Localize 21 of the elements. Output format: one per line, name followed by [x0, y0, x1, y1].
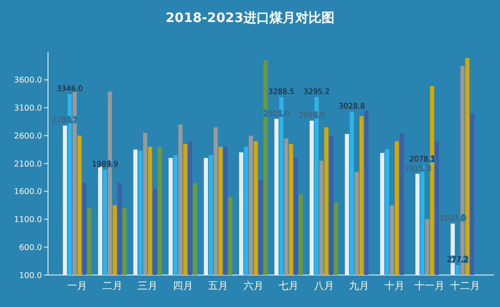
- x-tick-label: 三月: [138, 281, 158, 292]
- y-tick-label: 3600.0: [14, 76, 42, 85]
- y-tick-label: 1600.0: [14, 187, 42, 196]
- y-tick-label: 1100.0: [14, 215, 42, 224]
- x-tick-label: 八月: [314, 281, 334, 292]
- y-tick-label: 2600.0: [14, 131, 42, 140]
- y-tick-label: 600.0: [19, 242, 42, 252]
- x-tick-label: 一月: [67, 281, 88, 292]
- chart-title: 2018-2023进口煤月对比图: [166, 11, 334, 26]
- x-tick-label: 十二月: [450, 280, 480, 292]
- x-tick-label: 七月: [278, 280, 299, 292]
- x-tick-label: 二月: [102, 281, 122, 292]
- x-tick-label: 十月: [384, 280, 404, 292]
- y-tick-label: 2100.0: [14, 159, 42, 168]
- x-tick-label: 五月: [208, 281, 228, 292]
- x-tick-label: 十一月: [414, 280, 445, 292]
- x-tick-label: 四月: [172, 281, 193, 292]
- x-tick-label: 九月: [349, 280, 370, 292]
- y-tick-label: 3100.0: [14, 104, 42, 113]
- y-tick-label: 100.0: [19, 270, 42, 280]
- x-tick-label: 六月: [243, 280, 264, 292]
